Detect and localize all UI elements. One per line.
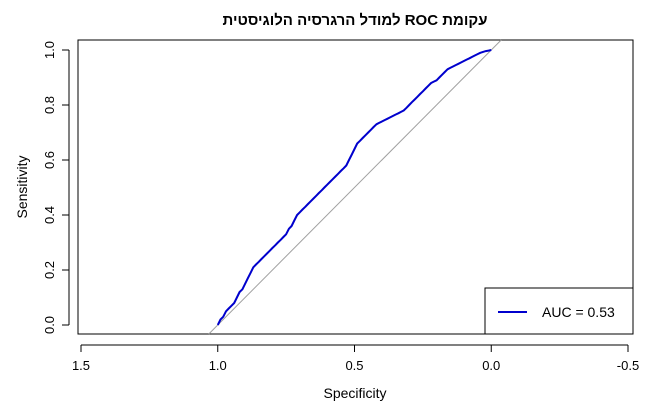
y-tick-label: 0.0 [42, 316, 57, 334]
x-axis: 1.5 1.0 0.5 0.0 -0.5 [72, 344, 639, 373]
roc-curve-series [216, 49, 492, 326]
x-axis-label: Specificity [323, 385, 386, 401]
x-tick-label: 0.0 [482, 358, 500, 373]
y-tick-label: 0.2 [42, 261, 57, 279]
y-tick-label: 0.8 [42, 96, 57, 114]
y-axis-label: Sensitivity [14, 155, 30, 218]
reference-diagonal-line [208, 39, 502, 335]
x-tick-label: 1.5 [72, 358, 90, 373]
y-tick-label: 0.6 [42, 151, 57, 169]
y-axis: 0.0 0.2 0.4 0.6 0.8 1.0 [42, 41, 70, 334]
x-tick-label: 1.0 [209, 358, 227, 373]
x-tick-label: -0.5 [617, 358, 639, 373]
x-tick-label: 0.5 [345, 358, 363, 373]
legend: AUC = 0.53 [484, 287, 634, 335]
legend-label: AUC = 0.53 [542, 304, 615, 320]
y-tick-label: 1.0 [42, 41, 57, 59]
chart-title: עקומת ROC למודל הרגרסיה הלוגיסטית [223, 12, 488, 29]
plot-frame [77, 39, 634, 335]
y-tick-label: 0.4 [42, 206, 57, 224]
